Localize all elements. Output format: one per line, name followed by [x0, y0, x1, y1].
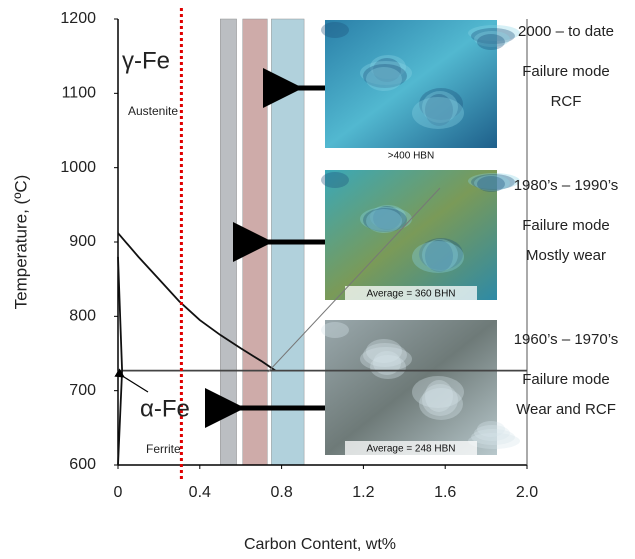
- micrograph-grain: [366, 67, 402, 91]
- micrograph: [325, 170, 497, 300]
- micrograph-grain: [366, 209, 402, 233]
- band: [220, 19, 236, 465]
- failure-mode-label: Failure mode: [522, 217, 610, 234]
- failure-mode-label: Failure mode: [522, 63, 610, 80]
- gamma-label: γ-Fe: [122, 47, 170, 74]
- era-label: 1960’s – 1970’s: [514, 331, 619, 348]
- micrograph-grain: [412, 376, 464, 408]
- micrograph-grain: [321, 322, 349, 338]
- failure-detail-label: Mostly wear: [526, 247, 606, 264]
- x-tick-label: 1.2: [352, 484, 374, 501]
- micrograph: [325, 20, 497, 148]
- band: [243, 19, 268, 465]
- x-tick-label: 0: [114, 484, 123, 501]
- micrograph-grain: [477, 176, 505, 192]
- ferrite-label: Ferrite: [146, 442, 181, 456]
- x-tick-label: 2.0: [516, 484, 538, 501]
- y-axis-label: Temperature, (ºC): [11, 175, 30, 310]
- alpha-label: α-Fe: [140, 395, 190, 422]
- micrograph-grain: [321, 172, 349, 188]
- x-axis-label: Carbon Content, wt%: [244, 536, 396, 553]
- micrograph-grain: [477, 34, 505, 50]
- micrograph-caption: Average = 360 BHN: [366, 289, 455, 300]
- x-tick-label: 1.6: [434, 484, 456, 501]
- plot: 600 700 800 900 1000 1100 1200 0 0.4 0.8 1.2 1.6 2.0…: [60, 8, 618, 501]
- y-tick-label: 800: [69, 308, 96, 325]
- y-tick-label: 900: [69, 233, 96, 250]
- austenite-label: Austenite: [128, 104, 178, 118]
- x-tick-label: 0.4: [189, 484, 211, 501]
- x-tick-label: 0.8: [270, 484, 292, 501]
- era-label: 2000 – to date: [518, 23, 614, 40]
- figure: 600 700 800 900 1000 1100 1200 0 0.4 0.8 1.2 1.6 2.0…: [0, 0, 635, 559]
- alpha-arrow: [124, 377, 148, 392]
- micrograph-grain: [366, 339, 402, 363]
- micrograph-grain: [477, 421, 505, 437]
- failure-detail-label: RCF: [551, 93, 582, 110]
- micrograph: [325, 320, 497, 455]
- micrograph-grain: [321, 22, 349, 38]
- micrograph-grain: [412, 241, 464, 273]
- era-label: 1980’s – 1990’s: [514, 177, 619, 194]
- failure-detail-label: Wear and RCF: [516, 401, 616, 418]
- y-tick-label: 700: [69, 382, 96, 399]
- failure-mode-label: Failure mode: [522, 371, 610, 388]
- micrograph-caption: >400 HBN: [388, 151, 434, 162]
- y-tick-label: 1000: [60, 159, 96, 176]
- micrograph-caption: Average = 248 HBN: [366, 444, 455, 455]
- y-tick-label: 600: [69, 456, 96, 473]
- y-tick-label: 1100: [62, 85, 97, 102]
- micrograph-grain: [412, 97, 464, 129]
- y-tick-label: 1200: [60, 10, 96, 27]
